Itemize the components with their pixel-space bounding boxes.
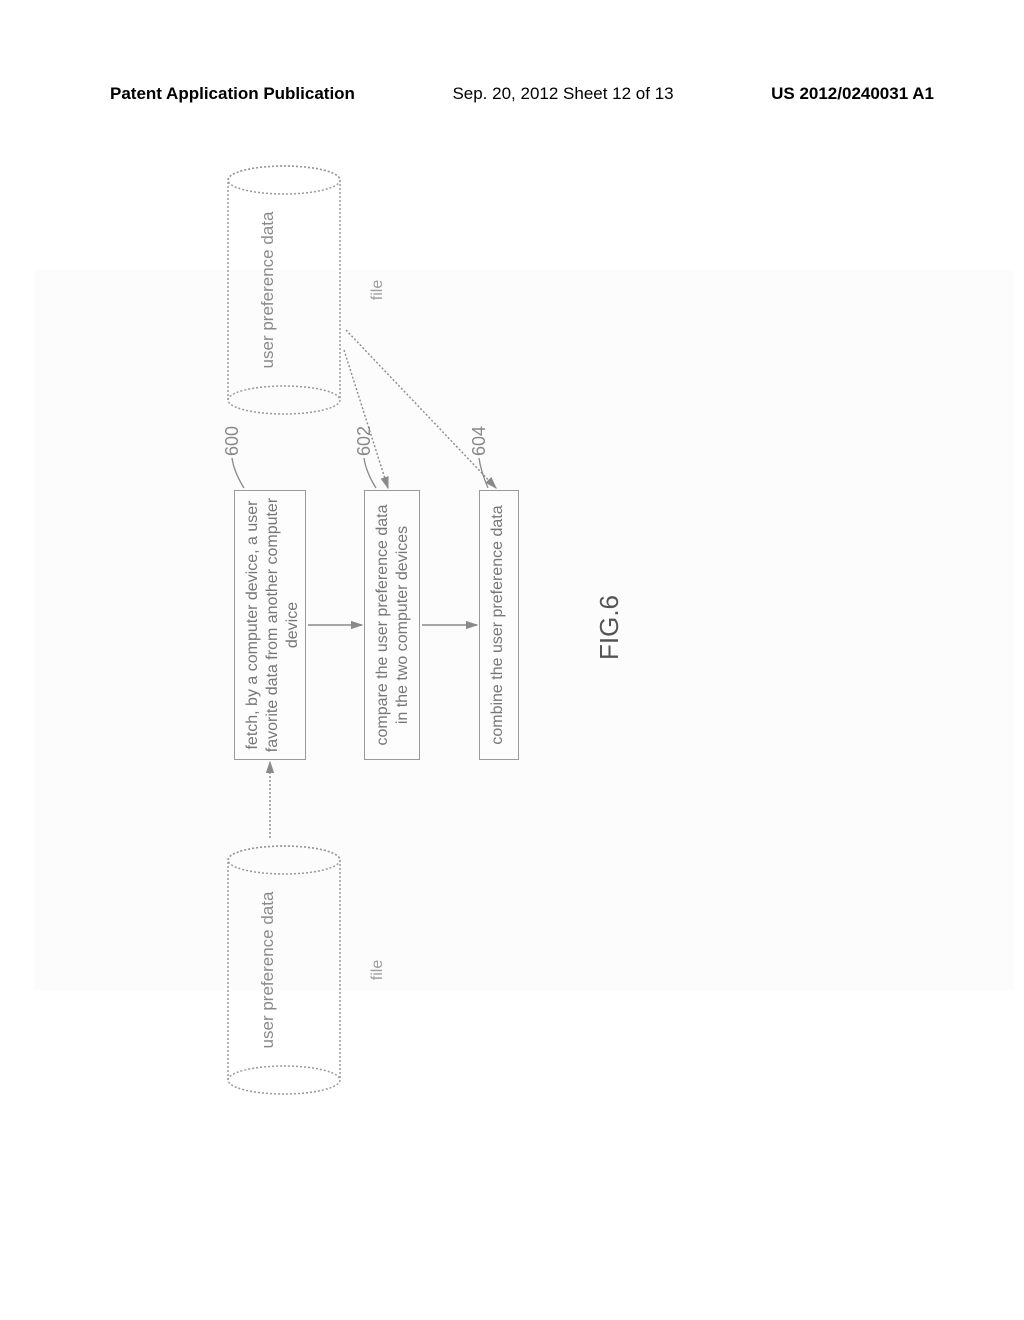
step-600-text: fetch, by a computer device, a user favo… [244,498,301,752]
header-pub-number: US 2012/0240031 A1 [771,84,934,104]
step-box-604: combine the user preference data [479,490,519,760]
header-publication: Patent Application Publication [110,84,355,104]
step-602-text: compare the user preference data in the … [374,504,411,745]
step-604-text: combine the user preference data [489,505,506,744]
cylinder-right-sub: file [369,160,387,420]
cylinder-right: user preference data file [224,160,344,420]
cylinder-left-sub: file [369,840,387,1100]
header-date-sheet: Sep. 20, 2012 Sheet 12 of 13 [452,84,673,104]
figure-canvas: user preference data file user preferenc… [34,270,1014,990]
step-box-600: fetch, by a computer device, a user favo… [234,490,306,760]
cylinder-left: user preference data file [224,840,344,1100]
cylinder-left-title: user preference data [258,840,278,1100]
ref-600: 600 [222,426,243,456]
cylinder-right-title: user preference data [258,160,278,420]
figure-label: FIG.6 [594,595,625,660]
cylinder-left-icon [224,840,344,1100]
page-header: Patent Application Publication Sep. 20, … [110,84,934,104]
step-box-602: compare the user preference data in the … [364,490,420,760]
ref-604: 604 [469,426,490,456]
cylinder-right-icon [224,160,344,420]
ref-602: 602 [354,426,375,456]
